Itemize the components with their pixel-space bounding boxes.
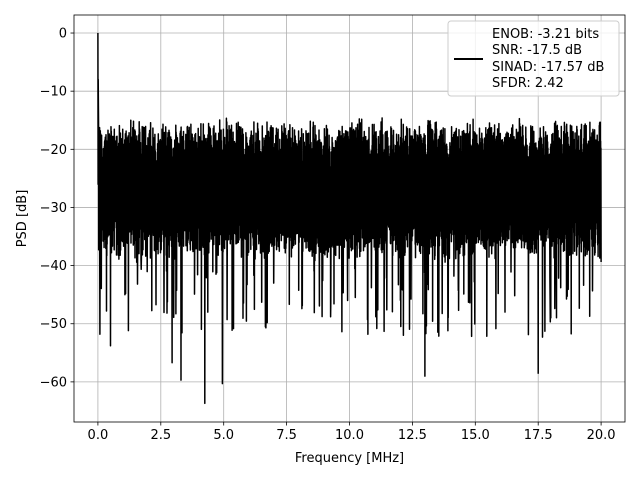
- legend: ENOB: -3.21 bits SNR: -17.5 dB SINAD: -1…: [447, 20, 620, 97]
- y-tick-label: 0: [59, 27, 67, 42]
- x-tick-label: 17.5: [524, 428, 553, 443]
- x-axis: 0.0 2.5 5.0 7.5 10.0 12.5 15.0 17.5 20.0: [88, 422, 616, 443]
- x-tick-label: 20.0: [587, 428, 616, 443]
- y-tick-label: −20: [40, 143, 67, 158]
- x-tick-label: 15.0: [461, 428, 490, 443]
- legend-text-sfdr: SFDR: 2.42: [492, 76, 564, 91]
- legend-box: [447, 20, 620, 97]
- y-tick-label: −50: [40, 317, 67, 332]
- y-axis-label: PSD [dB]: [15, 190, 30, 248]
- y-tick-label: −60: [40, 375, 67, 390]
- legend-text-snr: SNR: -17.5 dB: [492, 43, 582, 58]
- x-tick-label: 7.5: [276, 428, 297, 443]
- y-tick-label: −40: [40, 259, 67, 274]
- legend-text-enob: ENOB: -3.21 bits: [492, 27, 599, 42]
- x-axis-label: Frequency [MHz]: [295, 451, 404, 466]
- x-tick-label: 2.5: [150, 428, 171, 443]
- y-tick-label: −30: [40, 201, 67, 216]
- x-tick-label: 0.0: [88, 428, 109, 443]
- psd-series: [97, 32, 602, 405]
- y-tick-label: −10: [40, 85, 67, 100]
- x-tick-label: 12.5: [398, 428, 427, 443]
- legend-text-sinad: SINAD: -17.57 dB: [492, 60, 604, 75]
- y-axis: 0 −10 −20 −30 −40 −50 −60: [40, 27, 74, 390]
- psd-line: [97, 32, 602, 405]
- x-tick-label: 5.0: [213, 428, 234, 443]
- x-tick-label: 10.0: [335, 428, 364, 443]
